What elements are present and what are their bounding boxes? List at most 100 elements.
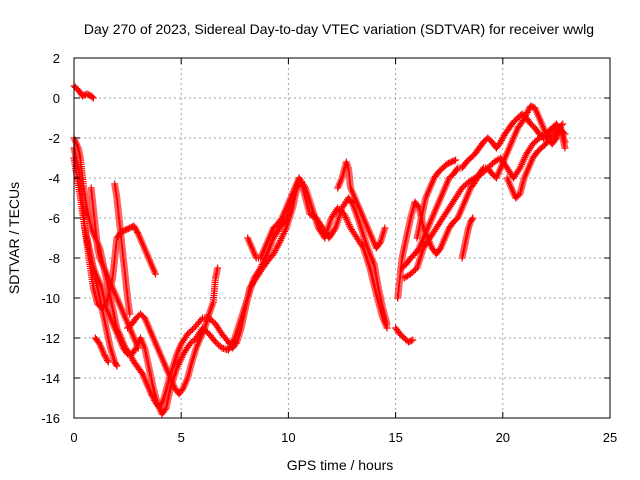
data-point <box>337 207 345 215</box>
data-point <box>487 161 495 169</box>
data-point <box>213 340 221 347</box>
data-point <box>197 316 205 324</box>
data-point <box>479 169 487 176</box>
y-tick-label: 2 <box>53 51 60 66</box>
data-point <box>189 326 196 333</box>
data-point <box>518 161 526 168</box>
data-point <box>358 242 366 250</box>
y-tick-label: 0 <box>53 91 60 106</box>
data-point <box>103 355 111 363</box>
data-point <box>409 336 417 344</box>
data-point <box>175 361 182 368</box>
series-10 <box>244 174 303 262</box>
data-point <box>485 163 493 170</box>
series-17 <box>458 214 477 262</box>
series-1 <box>70 82 97 102</box>
data-point <box>529 140 537 148</box>
data-point <box>257 264 264 272</box>
data-point <box>484 164 492 172</box>
data-point <box>281 228 289 235</box>
data-point <box>460 183 468 190</box>
data-point <box>559 129 567 136</box>
data-point <box>134 228 141 236</box>
y-tick-label: -4 <box>48 171 60 186</box>
series-7 <box>91 334 112 366</box>
data-point <box>335 206 343 213</box>
data-point <box>561 130 569 138</box>
data-point <box>469 214 477 222</box>
data-point <box>468 215 476 223</box>
data-point <box>561 138 569 146</box>
data-point <box>214 264 222 272</box>
data-point <box>516 164 524 172</box>
y-tick-label: -2 <box>48 131 60 146</box>
data-point <box>376 240 383 247</box>
y-tick-label: -16 <box>41 411 60 426</box>
data-point <box>275 240 283 248</box>
y-tick-label: -10 <box>41 291 60 306</box>
data-point <box>187 327 195 335</box>
data-point <box>103 356 111 364</box>
series-6 <box>87 184 142 352</box>
data-point <box>383 324 391 332</box>
data-point <box>450 157 458 165</box>
x-axis-label: GPS time / hours <box>287 457 394 473</box>
data-point <box>112 361 120 369</box>
data-point <box>178 354 186 361</box>
data-point <box>208 317 216 325</box>
data-point <box>498 136 505 144</box>
data-point <box>126 310 134 318</box>
data-point <box>113 362 121 370</box>
data-point <box>133 227 141 235</box>
data-point <box>104 358 112 366</box>
data-point <box>258 261 266 268</box>
series-16 <box>413 156 460 242</box>
data-point <box>260 257 268 265</box>
data-marks <box>70 82 569 418</box>
data-point <box>130 222 138 230</box>
data-point <box>477 170 485 178</box>
x-tick-label: 0 <box>70 430 77 445</box>
series-14 <box>398 110 569 272</box>
data-point <box>482 166 490 173</box>
series-5 <box>81 224 121 370</box>
data-point <box>186 340 194 348</box>
data-point <box>152 270 159 278</box>
x-tick-label: 20 <box>496 430 510 445</box>
data-point <box>543 129 551 136</box>
data-point <box>559 120 567 128</box>
data-point <box>101 352 109 360</box>
data-point <box>161 406 169 413</box>
data-point <box>277 235 285 242</box>
data-point <box>131 224 139 232</box>
data-point <box>497 138 505 146</box>
series-8 <box>111 180 134 318</box>
data-point <box>561 144 569 152</box>
data-point <box>215 341 223 349</box>
data-point <box>134 344 142 352</box>
data-point <box>381 224 389 232</box>
series-12 <box>392 324 417 346</box>
data-point <box>408 269 416 276</box>
data-point <box>461 181 469 189</box>
data-point <box>279 231 287 239</box>
data-point <box>88 93 96 101</box>
x-tick-label: 15 <box>388 430 402 445</box>
data-point <box>545 127 553 135</box>
y-tick-label: -14 <box>41 371 60 386</box>
data-point <box>499 133 507 141</box>
data-point <box>452 156 460 164</box>
data-point <box>407 337 415 345</box>
data-point <box>453 166 461 173</box>
x-tick-label: 5 <box>178 430 185 445</box>
data-point <box>518 118 526 126</box>
series-18 <box>503 120 567 202</box>
data-point <box>542 130 550 138</box>
data-point <box>458 184 466 192</box>
data-point <box>184 330 192 338</box>
data-point <box>481 167 489 175</box>
data-point <box>276 238 284 246</box>
y-axis-label: SDTVAR / TECUs <box>6 182 22 294</box>
